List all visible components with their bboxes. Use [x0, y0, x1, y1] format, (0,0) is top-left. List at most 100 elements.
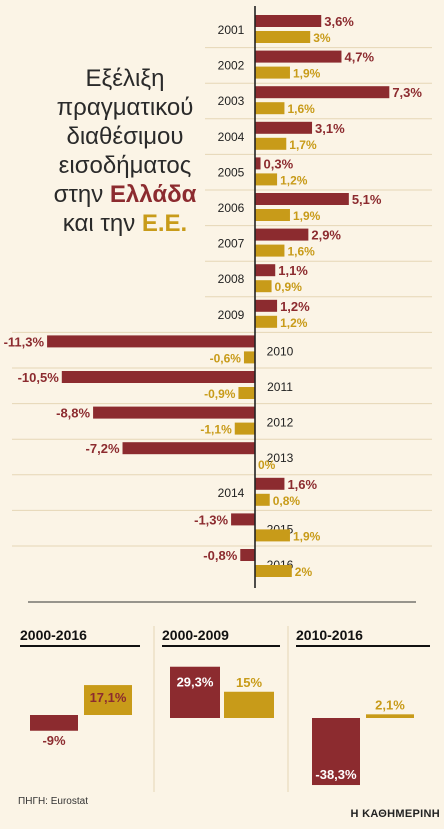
greece-bar: [47, 335, 255, 348]
summary-title: 2000-2016: [20, 627, 87, 643]
title-line-6: και την Ε.Ε.: [40, 209, 210, 238]
greece-value-label: -8,8%: [56, 406, 90, 421]
greece-bar: [93, 406, 255, 419]
eu-bar: [243, 351, 255, 364]
year-label: 2004: [218, 130, 245, 144]
title-greece-highlight: Ελλάδα: [109, 181, 197, 208]
greece-value-label: 2,9%: [311, 228, 341, 243]
title-line-4: εισοδήματος: [58, 152, 192, 179]
greece-bar: [255, 15, 322, 27]
eu-bar: [255, 493, 270, 506]
greece-value-label: 1,6%: [287, 477, 317, 492]
summary-title: 2010-2016: [296, 627, 363, 643]
eu-summary-value-label: 15%: [236, 675, 262, 690]
publisher-brand: Η ΚΑΘΗΜΕΡΙΝΗ: [350, 808, 440, 820]
year-label: 2010: [267, 344, 294, 358]
greece-summary-bar: [30, 715, 78, 731]
greece-value-label: 5,1%: [352, 192, 382, 207]
eu-value-label: 1,2%: [280, 173, 308, 187]
eu-value-label: 1,6%: [287, 102, 315, 116]
year-label: 2006: [218, 201, 245, 215]
greece-bar: [255, 193, 349, 205]
eu-value-label: 0,8%: [273, 494, 301, 508]
eu-value-label: -1,1%: [200, 423, 232, 437]
greece-bar: [255, 477, 285, 490]
year-label: 2002: [218, 59, 245, 73]
eu-bar: [255, 66, 290, 79]
eu-summary-bar: [84, 685, 132, 715]
greece-value-label: -1,3%: [194, 512, 228, 527]
greece-value-label: 1,2%: [280, 299, 310, 314]
eu-summary-value-label: 2,1%: [375, 697, 405, 712]
eu-summary-bar: [224, 691, 274, 718]
eu-value-label: 0,9%: [275, 280, 303, 294]
greece-value-label: 4,7%: [344, 50, 374, 65]
chart-title: Εξέλιξη πραγματικού διαθέσιμου εισοδήματ…: [40, 64, 210, 238]
greece-bar: [255, 50, 342, 63]
greece-bar: [255, 121, 313, 134]
eu-bar: [255, 173, 278, 186]
eu-value-label: 1,9%: [293, 209, 321, 223]
greece-bar: [255, 299, 278, 312]
eu-bar: [255, 529, 290, 542]
title-eu-highlight: Ε.Ε.: [141, 210, 188, 237]
year-label: 2003: [218, 94, 245, 108]
greece-summary-bar: [170, 666, 220, 718]
title-line-5-prefix: στην: [53, 181, 110, 208]
year-label: 2013: [267, 451, 294, 465]
eu-summary-value-label: 17,1%: [90, 690, 127, 705]
eu-value-label: 1,2%: [280, 316, 308, 330]
year-label: 2012: [267, 416, 294, 430]
eu-bar: [255, 137, 287, 150]
eu-value-label: 1,9%: [293, 529, 321, 543]
greece-bar: [255, 157, 261, 170]
eu-bar: [255, 315, 278, 328]
summary-title: 2000-2009: [162, 627, 229, 643]
eu-bar: [255, 565, 292, 577]
greece-bar: [255, 86, 390, 99]
year-label: 2005: [218, 165, 245, 179]
greece-summary-value-label: 29,3%: [177, 675, 214, 690]
greece-value-label: -0,8%: [203, 548, 237, 563]
greece-bar: [255, 264, 276, 277]
eu-value-label: 1,7%: [289, 138, 317, 152]
year-label: 2008: [218, 272, 245, 286]
greece-bar: [240, 549, 255, 561]
source-note: ΠΗΓΗ: Eurostat: [18, 796, 88, 807]
greece-value-label: 0,3%: [264, 156, 294, 171]
eu-bar: [255, 280, 272, 293]
eu-bar: [255, 244, 285, 257]
eu-value-label: -0,9%: [204, 387, 236, 401]
eu-value-label: 2%: [295, 565, 313, 579]
title-line-3: διαθέσιμου: [66, 123, 184, 150]
eu-value-label: 1,9%: [293, 67, 321, 81]
year-label: 2001: [218, 23, 245, 37]
greece-summary-value-label: -38,3%: [315, 767, 357, 782]
greece-bar: [122, 442, 256, 455]
greece-bar: [255, 228, 309, 241]
greece-value-label: -11,3%: [4, 334, 45, 349]
year-label: 2009: [218, 308, 245, 322]
greece-value-label: 7,3%: [392, 85, 422, 100]
eu-summary-bar: [366, 714, 414, 718]
greece-value-label: 1,1%: [278, 263, 308, 278]
greece-bar: [231, 513, 255, 526]
year-label: 2007: [218, 237, 245, 251]
eu-bar: [255, 209, 290, 221]
greece-value-label: -7,2%: [86, 441, 120, 456]
greece-summary-value-label: -9%: [42, 733, 66, 748]
eu-bar: [238, 387, 255, 399]
title-line-1: Εξέλιξη: [85, 65, 165, 92]
eu-bar: [255, 102, 285, 115]
year-label: 2011: [267, 380, 293, 394]
greece-bar: [61, 371, 255, 383]
eu-value-label: 0%: [258, 458, 276, 472]
greece-summary-bar: [312, 718, 360, 786]
eu-value-label: -0,6%: [210, 351, 242, 365]
title-line-6-prefix: και την: [62, 210, 142, 237]
title-line-2: πραγματικού: [56, 94, 194, 121]
greece-value-label: 3,1%: [315, 121, 345, 136]
title-line-5: στην Ελλάδα: [40, 180, 210, 209]
